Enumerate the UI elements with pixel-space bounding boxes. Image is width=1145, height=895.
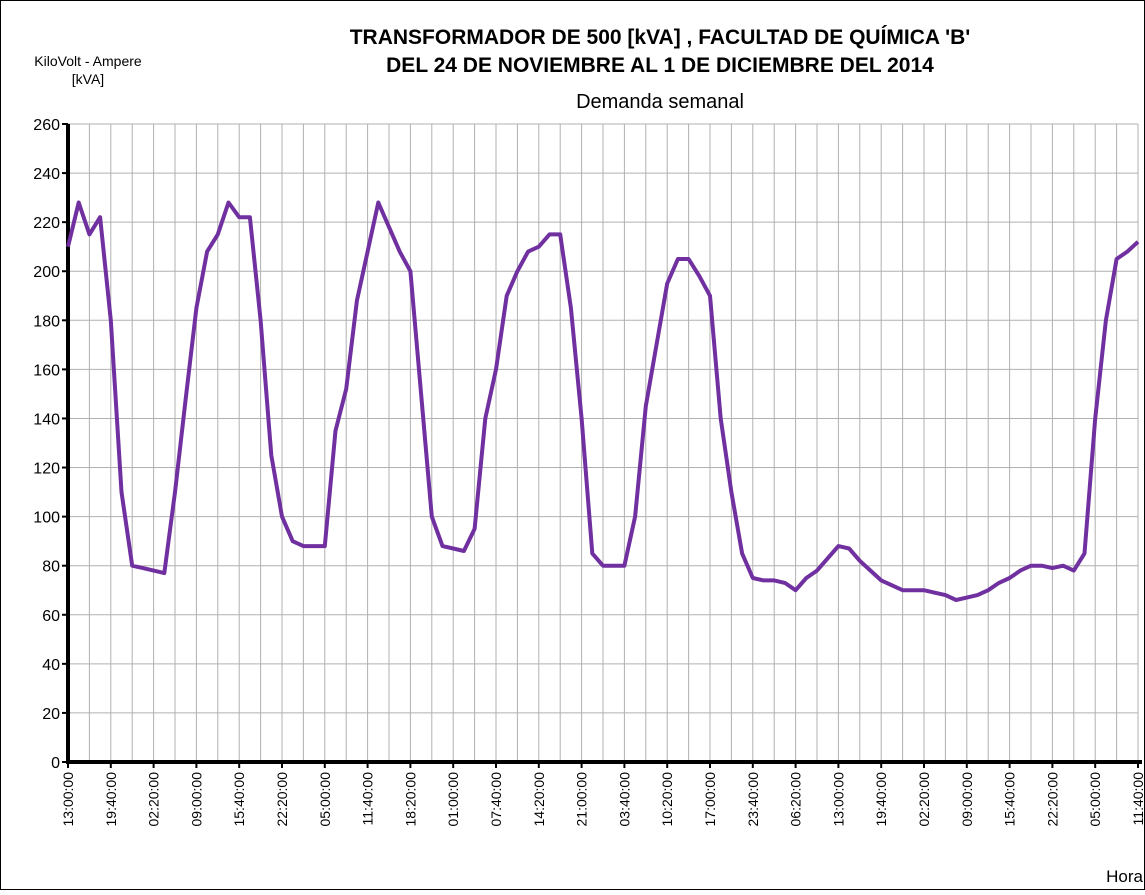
y-tick-label: 40	[42, 657, 60, 674]
y-tick-label: 260	[33, 117, 60, 134]
x-tick-label: 19:40:00	[873, 772, 889, 827]
y-tick-label: 140	[33, 411, 60, 428]
x-tick-label: 05:00:00	[317, 772, 333, 827]
x-tick-label: 07:40:00	[488, 772, 504, 827]
x-tick-label: 09:00:00	[959, 772, 975, 827]
y-tick-label: 60	[42, 608, 60, 625]
x-tick-label: 21:00:00	[574, 772, 590, 827]
x-tick-label: 15:40:00	[231, 772, 247, 827]
y-tick-label: 160	[33, 362, 60, 379]
x-tick-label: 02:20:00	[916, 772, 932, 827]
x-tick-label: 19:40:00	[103, 772, 119, 827]
x-tick-label: 03:40:00	[616, 772, 632, 827]
y-tick-label: 20	[42, 706, 60, 723]
y-tick-label: 180	[33, 313, 60, 330]
x-tick-label: 18:20:00	[402, 772, 418, 827]
x-tick-label: 05:00:00	[1087, 772, 1103, 827]
x-tick-label: 01:00:00	[445, 772, 461, 827]
y-tick-label: 120	[33, 461, 60, 478]
y-tick-label: 0	[51, 755, 60, 772]
x-tick-label: 13:00:00	[60, 772, 76, 827]
chart-title: DEL 24 DE NOVIEMBRE AL 1 DE DICIEMBRE DE…	[386, 54, 934, 77]
y-axis-label: KiloVolt - Ampere	[34, 53, 142, 69]
x-tick-label: 02:20:00	[146, 772, 162, 827]
chart-subtitle: Demanda semanal	[576, 91, 744, 113]
x-tick-label: 11:40:00	[360, 772, 376, 826]
x-tick-label: 22:20:00	[274, 772, 290, 827]
y-tick-label: 240	[33, 166, 60, 183]
x-tick-label: 17:00:00	[702, 772, 718, 827]
x-tick-label: 22:20:00	[1044, 772, 1060, 827]
x-tick-label: 13:00:00	[830, 772, 846, 827]
x-axis-label: Hora	[1106, 867, 1143, 886]
x-tick-label: 15:40:00	[1002, 772, 1018, 827]
x-tick-label: 10:20:00	[659, 772, 675, 827]
x-tick-label: 09:00:00	[188, 772, 204, 827]
chart-title: TRANSFORMADOR DE 500 [kVA] , FACULTAD DE…	[350, 26, 971, 49]
y-axis-label: [kVA]	[72, 71, 104, 87]
x-tick-label: 23:40:00	[745, 772, 761, 827]
y-tick-label: 220	[33, 215, 60, 232]
x-tick-label: 14:20:00	[531, 772, 547, 827]
y-tick-label: 80	[42, 559, 60, 576]
x-tick-label: 11:40:00	[1130, 772, 1145, 826]
y-tick-label: 200	[33, 264, 60, 281]
data-line	[66, 200, 1140, 602]
y-tick-label: 100	[33, 510, 60, 527]
x-tick-label: 06:20:00	[788, 772, 804, 827]
